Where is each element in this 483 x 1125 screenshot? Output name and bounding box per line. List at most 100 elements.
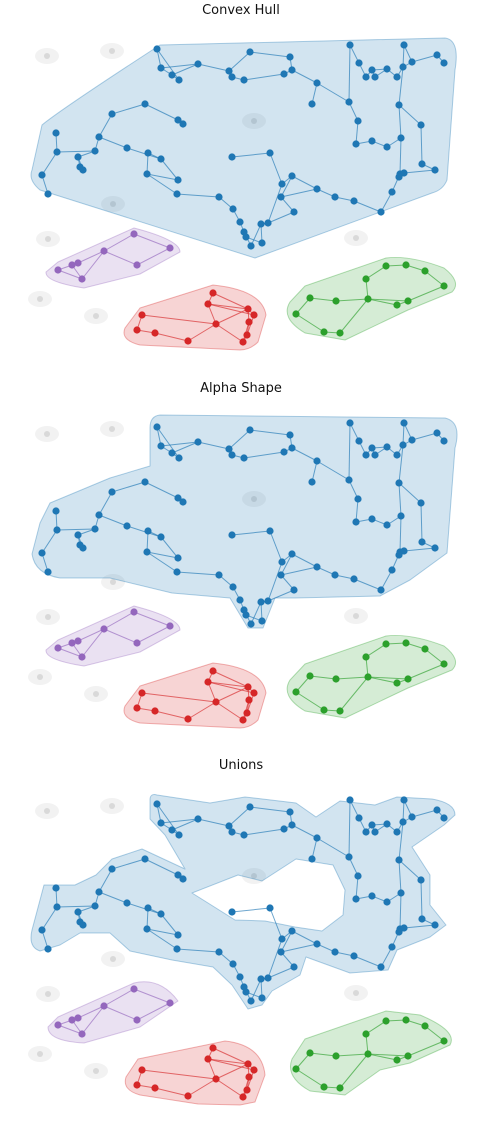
graph-node bbox=[395, 551, 403, 559]
graph-edge bbox=[146, 928, 179, 936]
graph-node bbox=[168, 71, 176, 79]
graph-node bbox=[108, 488, 116, 496]
cluster-graph-red bbox=[133, 1044, 258, 1101]
graph-node bbox=[355, 437, 363, 445]
graph-edge bbox=[398, 104, 402, 139]
graph-edge bbox=[146, 928, 178, 950]
graph-node bbox=[257, 975, 265, 983]
graph-node bbox=[266, 527, 274, 535]
graph-node bbox=[277, 571, 285, 579]
graph-edge bbox=[207, 681, 249, 688]
graph-node bbox=[168, 826, 176, 834]
graph-node bbox=[242, 233, 250, 241]
graph-node bbox=[78, 653, 86, 661]
graph-node bbox=[79, 166, 87, 174]
graph-node bbox=[144, 149, 152, 157]
graph-node bbox=[153, 45, 161, 53]
graph-node bbox=[417, 499, 425, 507]
graph-node bbox=[143, 170, 151, 178]
graph-edge bbox=[335, 298, 369, 302]
graph-node bbox=[382, 640, 390, 648]
graph-node bbox=[52, 507, 60, 515]
graph-node bbox=[408, 813, 416, 821]
graph-node bbox=[244, 1060, 252, 1068]
graph-node bbox=[306, 672, 314, 680]
graph-edge bbox=[269, 152, 283, 185]
noise-point bbox=[110, 201, 116, 207]
graph-node bbox=[364, 1050, 372, 1058]
graph-node bbox=[368, 444, 376, 452]
graph-edge bbox=[398, 104, 422, 126]
graph-node bbox=[54, 1021, 62, 1029]
graph-node bbox=[138, 689, 146, 697]
graph-edge bbox=[411, 809, 438, 818]
graph-node bbox=[228, 153, 236, 161]
noise-point bbox=[44, 431, 50, 437]
graph-node bbox=[368, 821, 376, 829]
graph-edge bbox=[154, 1087, 189, 1097]
graph-node bbox=[290, 208, 298, 216]
graph-edge bbox=[420, 124, 423, 165]
graph-edge bbox=[243, 73, 285, 81]
graph-node bbox=[244, 305, 252, 313]
graph-node bbox=[336, 707, 344, 715]
graph-edge bbox=[339, 676, 369, 712]
graph-node bbox=[308, 478, 316, 486]
graph-node bbox=[157, 64, 165, 72]
graph-edge bbox=[111, 103, 146, 115]
graph-edge bbox=[403, 924, 436, 929]
graph-node bbox=[74, 637, 82, 645]
graph-node bbox=[292, 310, 300, 318]
graph-node bbox=[280, 825, 288, 833]
graph-node bbox=[78, 275, 86, 283]
graph-edge bbox=[348, 422, 351, 481]
graph-edge bbox=[215, 686, 249, 703]
graph-node bbox=[404, 1052, 412, 1060]
graph-node bbox=[151, 329, 159, 337]
graph-node bbox=[173, 945, 181, 953]
graph-node bbox=[395, 479, 403, 487]
graph-node bbox=[108, 110, 116, 118]
graph-edge bbox=[365, 265, 387, 280]
graph-node bbox=[240, 831, 248, 839]
graph-node bbox=[179, 498, 187, 506]
graph-edge bbox=[57, 1024, 83, 1035]
noise-point bbox=[93, 313, 99, 319]
graph-edge bbox=[103, 250, 138, 266]
noise-point bbox=[37, 296, 43, 302]
noise-point bbox=[45, 991, 51, 997]
graph-node bbox=[433, 51, 441, 59]
graph-edge bbox=[339, 298, 369, 334]
graph-node bbox=[421, 645, 429, 653]
graph-node bbox=[204, 1055, 212, 1063]
graph-node bbox=[395, 856, 403, 864]
graph-edge bbox=[171, 63, 199, 76]
graph-node bbox=[194, 60, 202, 68]
graph-node bbox=[194, 438, 202, 446]
graph-node bbox=[266, 149, 274, 157]
graph-node bbox=[418, 160, 426, 168]
graph-node bbox=[399, 441, 407, 449]
graph-node bbox=[440, 59, 448, 67]
graph-edge bbox=[249, 51, 291, 58]
graph-node bbox=[244, 683, 252, 691]
graph-node bbox=[346, 796, 354, 804]
graph-node bbox=[174, 554, 182, 562]
graph-edge bbox=[146, 173, 179, 181]
graph-node bbox=[38, 549, 46, 557]
graph-edge bbox=[160, 913, 179, 936]
noise-point bbox=[44, 53, 50, 59]
graph-node bbox=[179, 120, 187, 128]
graph-node bbox=[354, 117, 362, 125]
graph-node bbox=[433, 429, 441, 437]
graph-edge bbox=[398, 821, 404, 861]
noise-point bbox=[251, 118, 257, 124]
graph-edge bbox=[267, 561, 283, 602]
graph-edge bbox=[141, 314, 217, 325]
graph-node bbox=[123, 899, 131, 907]
graph-node bbox=[157, 819, 165, 827]
graph-node bbox=[400, 169, 408, 177]
graph-node bbox=[331, 571, 339, 579]
graph-node bbox=[212, 1075, 220, 1083]
graph-node bbox=[418, 538, 426, 546]
